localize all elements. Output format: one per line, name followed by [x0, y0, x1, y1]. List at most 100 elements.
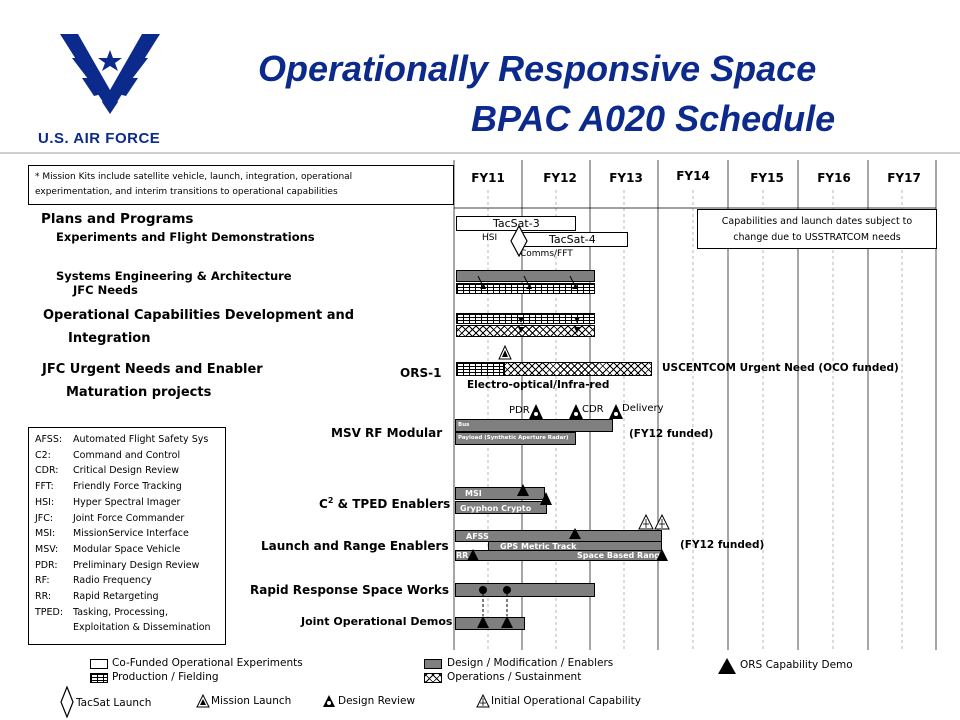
header-divider [0, 152, 960, 154]
delivery-label: Delivery [622, 403, 664, 414]
page-subtitle: BPAC A020 Schedule [471, 98, 836, 139]
glossary-row: C2: Command and Control [35, 448, 219, 464]
tacsat-launch-diamond [510, 225, 528, 257]
glossary-row: AFSS: Automated Flight Safety Sys [35, 432, 219, 448]
glossary-row: HSI: Hyper Spectral Imager [35, 495, 219, 511]
c2-milestones [517, 484, 552, 505]
section-urgent-1: JFC Urgent Needs and Enabler [42, 362, 263, 377]
glossary: AFSS: Automated Flight Safety Sys C2: Comma… [28, 427, 226, 645]
sys-eng-production-bar [456, 283, 595, 294]
cap-note-line-1: Capabilities and launch dates subject to [721, 216, 913, 227]
glossary-definition: Tasking, Processing, [73, 606, 168, 618]
legend-design: Design / Modification / Enablers [447, 657, 614, 669]
legend-cofunded-swatch [90, 659, 108, 669]
glossary-row: CDR: Critical Design Review [35, 463, 219, 479]
glossary-row: Exploitation & Dissemination [35, 620, 219, 636]
glossary-abbr: RF: [35, 575, 50, 587]
legend-cofunded: Co-Funded Operational Experiments [112, 657, 303, 669]
legend-tacsat-launch: TacSat Launch [76, 697, 152, 709]
glossary-abbr: AFSS: [35, 434, 63, 445]
glossary-definition: Hyper Spectral Imager [73, 496, 181, 508]
msv-milestones [529, 404, 623, 419]
legend-design-swatch [424, 659, 442, 669]
ors1-mission-launch-icon [498, 345, 512, 360]
legend-ioc-icon [476, 694, 490, 708]
row-msv: MSV RF Modular [331, 426, 443, 440]
mission-kits-note: * Mission Kits include satellite vehicle… [28, 165, 454, 205]
legend-design-review-icon [323, 695, 335, 707]
glossary-abbr: MSI: [35, 528, 56, 540]
legend-ors-demo: ORS Capability Demo [740, 659, 853, 671]
glossary-definition: Exploitation & Dissemination [73, 622, 211, 634]
launch-rr-label: RR [456, 551, 469, 560]
glossary-row: FFT: Friendly Force Tracking [35, 479, 219, 495]
uscentcom-label: USCENTCOM Urgent Need (OCO funded) [662, 362, 899, 374]
ors1-operations-bar [504, 362, 652, 376]
row-jod: Joint Operational Demos [301, 615, 453, 628]
fy-label-fy14: FY14 [676, 169, 710, 183]
sys-eng-design-bar [456, 270, 595, 282]
fy12-funded-1: (FY12 funded) [629, 428, 714, 440]
glossary-definition: Preliminary Design Review [73, 559, 200, 571]
msv-payload-label: Payload (Synthetic Aperture Radar) [458, 435, 569, 441]
cdr-label: CDR [582, 404, 604, 415]
row-c2-tped: C2 & TPED Enablers [319, 496, 450, 511]
tacsat4-label: TacSat-4 [549, 233, 596, 246]
row-rrsw: Rapid Response Space Works [250, 583, 450, 597]
glossary-definition: Critical Design Review [73, 465, 179, 477]
glossary-definition: Command and Control [73, 449, 181, 461]
section-urgent-2: Maturation projects [66, 385, 212, 400]
fy-label-fy16: FY16 [817, 171, 851, 185]
section-sys-eng: Systems Engineering & Architecture [56, 269, 292, 283]
logo-text: U.S. AIR FORCE [38, 130, 161, 147]
legend-ioc: Initial Operational Capability [491, 695, 641, 707]
row-c2-main: C [319, 497, 328, 511]
legend-design-review: Design Review [338, 695, 416, 707]
glossary-abbr: PDR: [35, 559, 58, 571]
c2-gryphon-bar [455, 501, 547, 514]
ocd-arrows [518, 317, 580, 333]
launch-gps-label: GPS Metric Track [500, 542, 577, 551]
note-line-1: * Mission Kits include satellite vehicle… [35, 172, 353, 182]
row-c2-sup: 2 [327, 496, 334, 505]
msv-payload-bar [455, 432, 576, 445]
eo-ir-label: Electro-optical/Infra-red [467, 379, 610, 391]
capabilities-note: Capabilities and launch dates subject to… [697, 209, 937, 249]
cap-note-line-2: change due to USSTRATCOM needs [733, 232, 901, 243]
section-plans: Plans and Programs [41, 211, 194, 227]
section-experiments: Experiments and Flight Demonstrations [56, 230, 315, 244]
sys-eng-arrows [477, 275, 578, 289]
fy-label-fy17: FY17 [887, 171, 921, 185]
c2-gryphon-label: Gryphon Crypto [460, 504, 532, 513]
glossary-definition: Rapid Retargeting [73, 591, 159, 603]
section-jfc-needs: JFC Needs [73, 283, 138, 297]
legend-production: Production / Fielding [112, 671, 219, 683]
ors1-production-bar [456, 362, 504, 376]
page-title: Operationally Responsive Space [258, 48, 817, 89]
glossary-abbr: FFT: [35, 481, 54, 493]
glossary-abbr: C2: [35, 449, 51, 461]
fy-label-fy15: FY15 [750, 171, 784, 185]
glossary-row: RR: Rapid Retargeting [35, 589, 219, 605]
pdr-label: PDR [509, 405, 530, 416]
msv-bus-label: Bus [458, 422, 470, 428]
launch-sbr-label: Space Based Range [577, 551, 666, 560]
ocd-operations-bar [456, 325, 595, 337]
glossary-row: JFC: Joint Force Commander [35, 511, 219, 527]
fy-label-fy11: FY11 [471, 171, 505, 185]
glossary-abbr: CDR: [35, 465, 59, 477]
legend-production-swatch [90, 673, 108, 683]
row-ors1: ORS-1 [400, 366, 442, 380]
tacsat3-label: TacSat-3 [493, 217, 540, 230]
launch-afss-label: AFSS [466, 532, 489, 541]
fy12-funded-2: (FY12 funded) [680, 539, 765, 551]
glossary-row: PDR: Preliminary Design Review [35, 558, 219, 574]
glossary-definition: Automated Flight Safety Sys [73, 434, 209, 445]
air-force-logo [60, 34, 160, 114]
glossary-definition: Modular Space Vehicle [73, 543, 181, 555]
comms-label: Comms/FFT [520, 249, 573, 259]
legend-ors-demo-icon [718, 658, 736, 674]
row-c2-rest: & TPED Enablers [333, 497, 451, 511]
glossary-row: RF: Radio Frequency [35, 573, 219, 589]
c2-msi-label: MSI [465, 489, 482, 498]
